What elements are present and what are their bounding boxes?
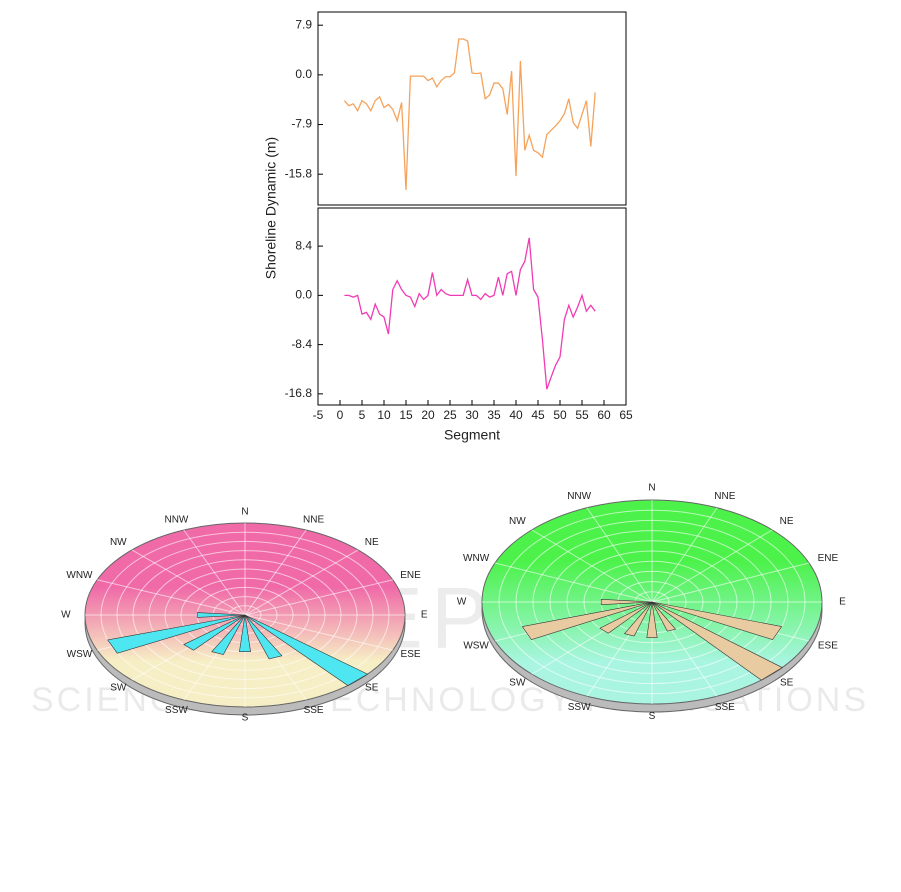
polar-spoke [183,529,246,616]
direction-label: ESE [401,649,421,660]
data-line [344,237,596,390]
direction-label: E [421,610,428,621]
y-tick-label: 7.9 [295,17,312,31]
rose-bar [244,614,283,660]
rose-bar [244,614,369,686]
direction-label: SE [780,677,794,688]
direction-label: ESE [818,640,838,651]
direction-label: WNW [66,570,93,581]
direction-label: NE [365,537,379,548]
direction-label: SW [509,677,526,688]
direction-label: SW [110,683,127,694]
rose-bar [107,614,246,654]
polar-spoke [244,549,359,616]
rose-bar [646,601,658,638]
polar-spoke [651,562,810,603]
rose-bar [599,601,653,634]
y-tick-label: -15.8 [285,166,313,180]
direction-label: N [241,507,248,518]
direction-label: SSE [715,702,735,713]
polar-spoke [244,529,307,616]
direction-label: S [649,711,656,722]
direction-label: SSW [165,705,188,716]
direction-label: N [648,482,655,493]
x-tick-label: 60 [597,408,611,422]
data-line [343,38,596,190]
y-tick-label: -16.8 [285,386,313,400]
direction-label: NW [110,537,127,548]
direction-label: WNW [463,553,490,564]
y-tick-label: 0.0 [295,67,312,81]
direction-label: SSE [304,705,324,716]
direction-label: NNE [303,514,324,525]
rose-bar [183,614,246,651]
rose-bar [651,601,677,632]
direction-label: NNW [567,491,591,502]
x-tick-label: 5 [359,408,366,422]
direction-label: NW [509,516,526,527]
x-tick-label: 20 [421,408,435,422]
x-tick-label: 65 [619,408,633,422]
y-tick-label: -8.4 [291,337,312,351]
polar-spoke [586,507,653,603]
rose-bar [196,612,246,618]
direction-label: NE [780,516,794,527]
x-tick-label: 55 [575,408,589,422]
x-tick-label: -5 [313,408,324,422]
x-axis-label: Segment [444,427,500,443]
x-tick-label: 50 [553,408,567,422]
rose-bar [651,601,783,681]
plot-frame [317,207,627,406]
polar-spoke [244,614,393,651]
x-tick-label: 0 [337,408,344,422]
rose-bar [521,601,653,641]
x-tick-label: 10 [377,408,391,422]
y-tick-label: 0.0 [295,288,312,302]
polar-spoke [131,549,246,616]
polar-spoke [651,507,718,603]
x-tick-label: 40 [509,408,523,422]
direction-label: SSW [568,702,591,713]
x-tick-label: 35 [487,408,501,422]
y-tick-label: -7.9 [291,117,312,131]
plot-frame [317,11,627,206]
polar-spoke [494,562,653,603]
polar-spoke [244,579,393,616]
direction-label: WSW [67,649,93,660]
direction-label: NNE [714,491,735,502]
direction-label: WSW [463,640,489,651]
rose-bar [600,599,653,605]
direction-label: SE [365,683,379,694]
y-tick-label: 8.4 [295,238,312,252]
x-tick-label: 45 [531,408,545,422]
x-tick-label: 25 [443,408,457,422]
direction-label: E [839,597,846,608]
rose-bar [651,601,783,641]
y-axis-label: Shoreline Dynamic (m) [263,137,279,279]
rose-bar [211,614,246,655]
direction-label: W [457,597,467,608]
x-tick-label: 30 [465,408,479,422]
polar-spoke [97,579,246,616]
direction-label: ENE [400,570,421,581]
rose-bar [239,614,251,652]
direction-label: W [61,610,71,621]
x-tick-label: 15 [399,408,413,422]
direction-label: S [242,713,249,724]
direction-label: NNW [164,514,188,525]
rose-bar [623,601,653,637]
polar-spoke [531,529,653,603]
polar-spoke [651,529,773,603]
direction-label: ENE [818,553,839,564]
